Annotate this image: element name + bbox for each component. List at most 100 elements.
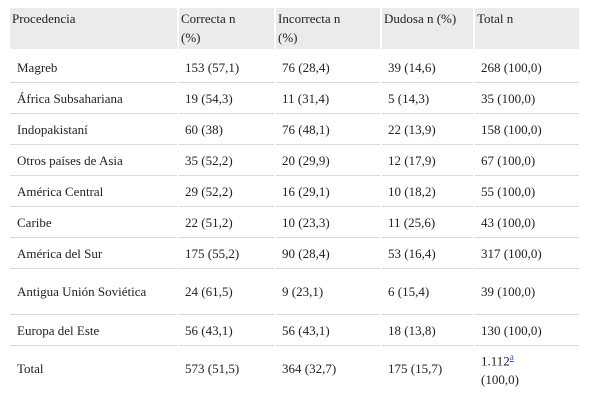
table-cell: 10 (23,3) <box>275 206 382 238</box>
table-cell: 39 (14,6) <box>381 49 475 83</box>
table-cell: 573 (51,5) <box>178 345 276 392</box>
table-cell: 60 (38) <box>178 113 276 145</box>
table-cell: 56 (43,1) <box>178 314 276 346</box>
cell-text: 153 (57,1) <box>185 59 240 75</box>
cell-text: 56 (43,1) <box>185 322 233 338</box>
table-cell: 22 (51,2) <box>178 206 276 238</box>
table-cell: 22 (13,9) <box>381 113 475 145</box>
cell-text: 19 (54,3) <box>185 90 233 106</box>
column-header: Procedencia <box>10 8 179 51</box>
cell-text: 175 (55,2) <box>185 245 240 261</box>
cell-text: 60 (38) <box>185 121 223 137</box>
table-cell: 76 (48,1) <box>275 113 382 145</box>
cell-text: Caribe <box>17 214 52 230</box>
cell-text: 29 (52,2) <box>185 183 233 199</box>
column-header-text: Procedencia <box>12 11 76 26</box>
cell-value: 1.112 <box>481 353 510 369</box>
table-cell: 76 (28,4) <box>275 49 382 83</box>
cell-text: 268 (100,0) <box>481 59 542 75</box>
table-cell: 67 (100,0) <box>474 144 581 176</box>
table-cell: 55 (100,0) <box>474 175 581 207</box>
table-row: Otros países de Asia 35 (52,2) 20 (29,9) 12… <box>10 144 581 176</box>
cell-text: 67 (100,0) <box>481 152 536 168</box>
table-cell: 175 (55,2) <box>178 237 276 269</box>
header-row: Procedencia Correcta n (%) Incorrecta n (%… <box>10 8 581 51</box>
cell-text: 5 (14,3) <box>388 90 430 106</box>
cell-text: 11 (25,6) <box>388 214 436 230</box>
cell-text: 10 (18,2) <box>388 183 436 199</box>
table-cell: Indopakistaní <box>10 113 179 145</box>
cell-text: Europa del Este <box>17 322 100 338</box>
table-cell: 35 (52,2) <box>178 144 276 176</box>
column-header: Total n <box>474 8 581 51</box>
table-cell: América del Sur <box>10 237 179 269</box>
cell-text: 24 (61,5) <box>185 284 233 299</box>
cell-percent: (100,0) <box>481 372 519 388</box>
table-row: Antigua Unión Soviética 24 (61,5) 9 (23,1)… <box>10 268 581 315</box>
table-cell: 5 (14,3) <box>381 82 475 114</box>
cell-text: 90 (28,4) <box>282 245 330 261</box>
cell-text: 158 (100,0) <box>481 121 542 137</box>
cell-text: 56 (43,1) <box>282 322 330 338</box>
cell-text: 43 (100,0) <box>481 214 536 230</box>
table-cell: 11 (31,4) <box>275 82 382 114</box>
cell-text: 9 (23,1) <box>282 284 324 299</box>
table-cell: Europa del Este <box>10 314 179 346</box>
table-cell: Otros países de Asia <box>10 144 179 176</box>
table-row: Total 573 (51,5) 364 (32,7) 175 (15,7) 1.112… <box>10 345 581 392</box>
table-cell: 18 (13,8) <box>381 314 475 346</box>
column-header: Correcta n (%) <box>178 8 276 51</box>
table-cell: 19 (54,3) <box>178 82 276 114</box>
table-cell: 39 (100,0) <box>474 268 581 315</box>
cell-text: 573 (51,5) <box>185 361 240 377</box>
cell-text: 39 (14,6) <box>388 59 436 75</box>
table-cell: Total <box>10 345 179 392</box>
table-cell: 43 (100,0) <box>474 206 581 238</box>
cell-text: Indopakistaní <box>17 121 88 137</box>
cell-text: América Central <box>17 183 104 199</box>
column-header: Incorrecta n (%) <box>275 8 382 51</box>
table-cell: Antigua Unión Soviética <box>10 268 179 315</box>
table-row: Caribe 22 (51,2) 10 (23,3) 11 (25,6) 43 (100… <box>10 206 581 238</box>
table-row: Indopakistaní 60 (38) 76 (48,1) 22 (13,9) 15… <box>10 113 581 145</box>
column-header-text: Incorrecta n (%) <box>278 11 341 45</box>
cell-text: 22 (51,2) <box>185 214 233 230</box>
cell-text: 12 (17,9) <box>388 152 436 168</box>
cell-text: 76 (28,4) <box>282 59 330 75</box>
cell-text: 16 (29,1) <box>282 183 330 199</box>
cell-text: 20 (29,9) <box>282 152 330 168</box>
table-cell: 364 (32,7) <box>275 345 382 392</box>
cell-text: Total <box>17 361 44 377</box>
cell-text: 11 (31,4) <box>282 90 330 106</box>
data-table: Procedencia Correcta n (%) Incorrecta n (%… <box>10 8 581 392</box>
table-cell: 20 (29,9) <box>275 144 382 176</box>
table-cell: 24 (61,5) <box>178 268 276 315</box>
table-cell: 53 (16,4) <box>381 237 475 269</box>
cell-text: 53 (16,4) <box>388 245 436 261</box>
table-cell: 10 (18,2) <box>381 175 475 207</box>
cell-text: 76 (48,1) <box>282 121 330 137</box>
table-cell: Magreb <box>10 49 179 83</box>
cell-text: 317 (100,0) <box>481 245 542 261</box>
table-cell: 9 (23,1) <box>275 268 382 315</box>
table-row: África Subsahariana 19 (54,3) 11 (31,4) 5 (… <box>10 82 581 114</box>
cell-text: África Subsahariana <box>17 90 123 106</box>
footnote-link[interactable]: a <box>509 352 514 363</box>
cell-text: 18 (13,8) <box>388 322 436 338</box>
cell-text: 175 (15,7) <box>388 361 443 377</box>
footnote-marker: a <box>510 351 514 363</box>
table-cell: 1.112a (100,0) <box>474 345 581 392</box>
table-row: Magreb 153 (57,1) 76 (28,4) 39 (14,6) 268 (1… <box>10 49 581 83</box>
column-header: Dudosa n (%) <box>381 8 475 51</box>
table-cell: 12 (17,9) <box>381 144 475 176</box>
table-container: Procedencia Correcta n (%) Incorrecta n (%… <box>10 8 581 392</box>
cell-text: 6 (15,4) <box>388 284 430 299</box>
cell-text: Magreb <box>17 59 58 75</box>
table-cell: 35 (100,0) <box>474 82 581 114</box>
cell-text: América del Sur <box>17 245 103 261</box>
table-cell: África Subsahariana <box>10 82 179 114</box>
table-cell: 153 (57,1) <box>178 49 276 83</box>
cell-text: 130 (100,0) <box>481 322 542 338</box>
table-cell: 6 (15,4) <box>381 268 475 315</box>
cell-text: 10 (23,3) <box>282 214 330 230</box>
